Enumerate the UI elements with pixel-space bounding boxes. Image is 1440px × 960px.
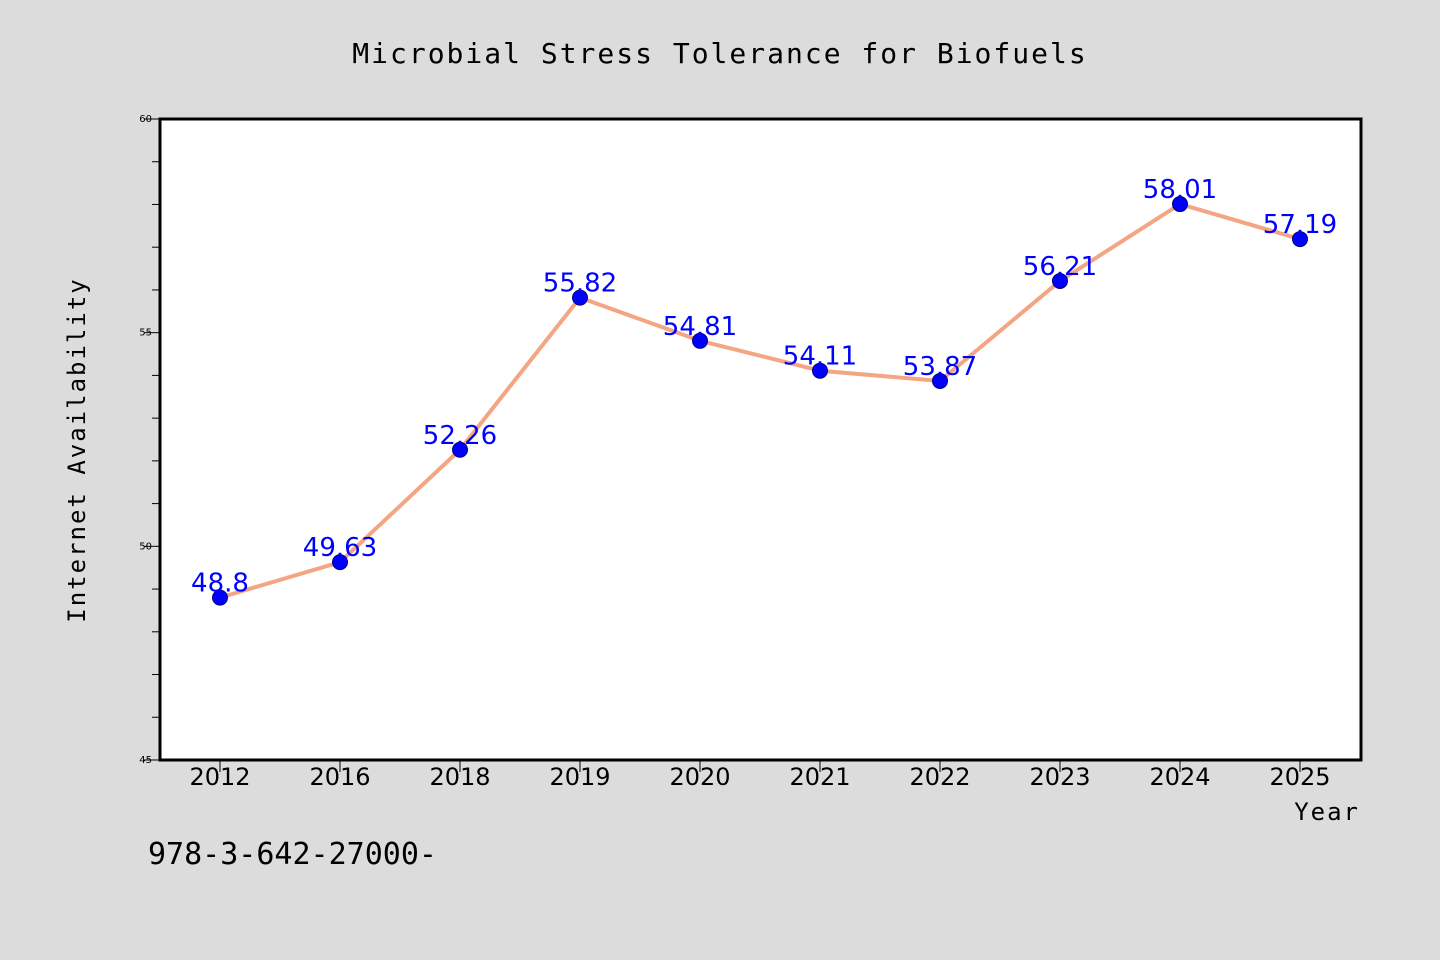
data-point-label: 53.87 [903,352,977,382]
y-tick-label: 55 [139,328,152,339]
data-labels: 48.8 49.63 52.26 55.82 54.81 54.11 53.87 56.21 5… [191,175,1337,599]
y-tick-label: 45 [139,755,152,766]
x-tick-label: 2016 [309,763,370,791]
data-point-marker [932,372,948,389]
data-point-marker [1172,196,1188,213]
data-point-label: 54.11 [783,342,857,372]
data-point-marker [212,589,228,606]
data-point-label: 58.01 [1143,175,1217,205]
plot-area [160,119,1361,760]
data-point-marker [692,332,708,349]
data-point-label: 49.63 [303,533,377,563]
x-tick-label: 2020 [669,763,730,791]
x-tick-label: 2021 [789,763,850,791]
data-point-marker [452,441,468,458]
data-point-marker [1052,272,1068,289]
data-point-marker [1292,231,1308,248]
data-point-label: 48.8 [191,569,249,599]
y-axis-label: Internet Availability [63,277,91,622]
x-tick-label: 2025 [1269,763,1330,791]
data-point-label: 52.26 [423,421,497,451]
data-point-marker [812,362,828,379]
x-tick-label: 2019 [549,763,610,791]
y-tick-label: 60 [139,114,152,125]
data-point-label: 56.21 [1023,252,1097,282]
data-point-marker [572,289,588,306]
series-line [218,202,1302,600]
data-point-label: 57.19 [1263,210,1337,240]
x-tick-label: 2018 [429,763,490,791]
data-point-marker [332,554,348,571]
x-tick-label: 2022 [909,763,970,791]
x-axis-ticks: 2012 2016 2018 2019 2020 2021 2022 2023 2024 2025 [189,760,1331,791]
x-tick-label: 2023 [1029,763,1090,791]
y-axis-ticks: 45 50 55 60 [139,114,160,766]
x-tick-label: 2024 [1149,763,1210,791]
y-tick-label: 50 [139,541,152,552]
data-markers [212,196,1308,606]
data-point-label: 55.82 [543,269,617,299]
isbn-annotation: 978-3-642-27000- [148,837,437,872]
data-point-label: 54.81 [663,312,737,342]
chart-title: Microbial Stress Tolerance for Biofuels [352,37,1087,70]
x-tick-label: 2012 [189,763,250,791]
x-axis-label: Year [1294,798,1360,826]
plot-frame [158,117,1363,762]
